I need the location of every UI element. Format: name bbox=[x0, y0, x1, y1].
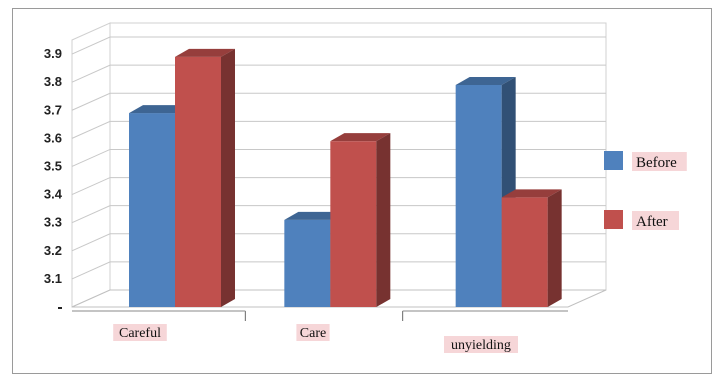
bars bbox=[129, 48, 562, 308]
category-label-bg bbox=[296, 324, 330, 341]
gridline bbox=[71, 64, 606, 83]
bar-after-unyielding bbox=[501, 189, 562, 307]
bar-top bbox=[455, 76, 516, 85]
gridline bbox=[71, 120, 606, 139]
bar-top bbox=[129, 105, 189, 114]
bar-after-care bbox=[330, 133, 391, 307]
y-tick-label: 3.8 bbox=[44, 74, 62, 89]
gridline bbox=[71, 205, 606, 224]
gridlines bbox=[71, 36, 606, 280]
category-label: unyielding bbox=[451, 338, 511, 353]
bar-top bbox=[284, 211, 345, 220]
y-tick-label: 3.7 bbox=[44, 102, 62, 117]
gridline bbox=[71, 177, 606, 196]
gridline bbox=[71, 92, 606, 111]
legend-label: After bbox=[636, 214, 668, 230]
bar-front bbox=[129, 113, 175, 307]
y-tick-label: 3.2 bbox=[44, 243, 62, 258]
legend-label-bg bbox=[632, 152, 687, 171]
gridline bbox=[71, 261, 606, 280]
bar-after-careful bbox=[175, 48, 235, 307]
bar-side bbox=[376, 133, 391, 307]
legend-label-bg bbox=[632, 211, 679, 230]
legend-item-after: After bbox=[604, 210, 679, 230]
y-axis-ticks: 3.1 3.2 3.3 3.4 3.5 3.6 3.7 3.8 3.9 bbox=[44, 46, 63, 309]
bar-front bbox=[284, 219, 331, 307]
bar-top bbox=[501, 189, 562, 198]
legend-label: Before bbox=[636, 155, 677, 171]
gridline bbox=[71, 233, 606, 252]
category-label: Careful bbox=[119, 326, 161, 341]
category-label: Care bbox=[300, 326, 326, 341]
category-label-bg bbox=[113, 324, 167, 341]
legend-item-before: Before bbox=[604, 151, 687, 171]
bar-side bbox=[221, 48, 235, 307]
gridline bbox=[71, 148, 606, 167]
y-tick-label: 3.3 bbox=[44, 215, 62, 230]
bar-front bbox=[175, 56, 221, 307]
y-tick-label: 3.9 bbox=[44, 46, 62, 61]
bar-front bbox=[330, 141, 377, 307]
legend: Before After bbox=[604, 151, 687, 230]
y-tick-label: 3.5 bbox=[44, 158, 62, 173]
bar-front bbox=[501, 197, 548, 307]
category-labels: Careful Care unyielding bbox=[72, 310, 568, 353]
legend-swatch bbox=[604, 151, 623, 170]
bar-side bbox=[547, 189, 562, 307]
gridline bbox=[71, 36, 606, 55]
category-label-bg bbox=[444, 336, 518, 353]
bar-top bbox=[175, 48, 235, 57]
y-tick-label: 3.4 bbox=[44, 187, 63, 202]
bar-front bbox=[455, 84, 502, 308]
legend-swatch bbox=[604, 210, 623, 229]
bar-top bbox=[330, 133, 391, 142]
y-tick-label: 3.1 bbox=[44, 271, 62, 286]
y-tick-label: 3.6 bbox=[44, 130, 62, 145]
